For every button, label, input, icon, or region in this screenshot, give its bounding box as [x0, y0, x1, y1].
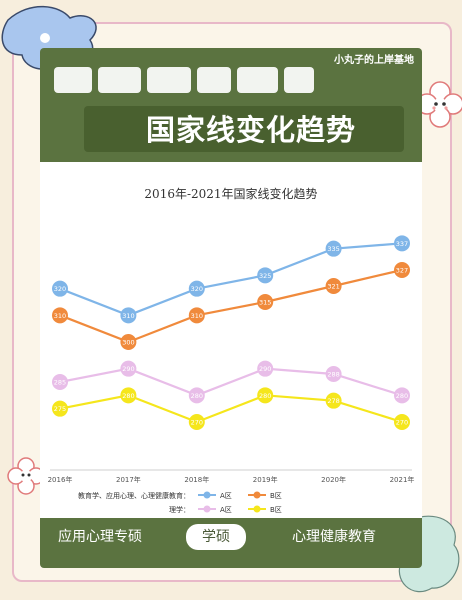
data-point — [325, 392, 342, 409]
legend-item-label: A区 — [220, 506, 232, 514]
legend-item-label: B区 — [270, 506, 282, 514]
data-point — [188, 307, 205, 324]
obscured-heading — [54, 62, 314, 98]
data-point — [394, 414, 410, 430]
series-line — [59, 242, 403, 317]
legend-group-label: 教育学、应用心理、心理健康教育： — [78, 491, 190, 500]
legend-group-label: 理学： — [169, 505, 190, 514]
data-point — [52, 307, 68, 324]
tag-bar: 应用心理专硕 学硕 心理健康教育 — [40, 522, 422, 552]
data-label: 327 — [396, 267, 408, 275]
data-point — [52, 374, 68, 390]
data-point — [257, 360, 274, 377]
tag-academic: 学硕 — [186, 524, 246, 550]
data-label: 320 — [54, 285, 66, 293]
tag-applied-psych: 应用心理专硕 — [58, 529, 142, 545]
data-label: 280 — [191, 392, 203, 400]
data-point — [120, 307, 137, 324]
data-label: 337 — [396, 240, 408, 248]
data-point — [257, 294, 274, 310]
data-point — [52, 280, 68, 297]
data-point — [394, 235, 410, 252]
data-label: 335 — [327, 245, 339, 253]
x-tick-label: 2018年 — [184, 475, 209, 484]
data-label: 280 — [259, 392, 271, 400]
data-label: 300 — [122, 339, 134, 347]
data-label: 290 — [259, 365, 271, 373]
data-point — [325, 240, 342, 257]
data-label: 285 — [54, 379, 66, 387]
data-point — [52, 400, 68, 417]
data-label: 321 — [327, 283, 339, 291]
data-point — [188, 280, 205, 297]
data-point — [188, 387, 205, 404]
data-point — [120, 387, 137, 404]
data-point — [120, 334, 137, 350]
watermark: 小丸子的上岸基地 — [334, 55, 414, 66]
legend-marker — [203, 491, 211, 499]
x-tick-label: 2021年 — [390, 475, 415, 484]
data-point — [188, 414, 205, 430]
data-label: 270 — [191, 419, 203, 427]
data-label: 280 — [122, 392, 134, 400]
series-line — [59, 268, 403, 344]
x-tick-label: 2020年 — [321, 475, 346, 484]
data-label: 325 — [259, 272, 271, 280]
data-point — [325, 366, 342, 382]
data-label: 310 — [191, 312, 203, 320]
page-title: 国家线变化趋势 — [145, 113, 356, 147]
data-point — [257, 267, 274, 284]
legend-item-label: A区 — [220, 492, 232, 500]
legend-marker — [253, 505, 261, 513]
legend-marker — [253, 491, 261, 499]
data-label: 275 — [54, 405, 66, 413]
x-tick-label: 2017年 — [116, 475, 141, 484]
title-banner — [84, 106, 404, 152]
data-label: 310 — [54, 312, 66, 320]
data-label: 288 — [327, 371, 339, 379]
chart-title: 2016年-2021年国家线变化趋势 — [144, 186, 317, 201]
data-label: 320 — [191, 285, 203, 293]
data-point — [120, 360, 137, 377]
data-label: 315 — [259, 299, 271, 307]
data-label: 280 — [396, 392, 408, 400]
legend-marker — [203, 505, 211, 513]
series-line — [59, 394, 403, 424]
data-label: 278 — [327, 397, 339, 405]
line-chart: 2016年-2021年国家线变化趋势 2016年 2017年 2018年 2019年 20… — [48, 186, 415, 514]
data-point — [394, 262, 410, 278]
data-point — [394, 387, 410, 404]
chart-panel: 2016年-2021年国家线变化趋势 2016年 2017年 2018年 2019年 20… — [40, 162, 422, 518]
x-tick-label: 2019年 — [253, 475, 278, 484]
legend-item-label: B区 — [270, 492, 282, 500]
data-point — [325, 278, 342, 294]
data-label: 290 — [122, 365, 134, 373]
data-point — [257, 387, 274, 404]
x-tick-label: 2016年 — [48, 475, 73, 484]
tag-mental-health: 心理健康教育 — [292, 529, 376, 545]
data-label: 310 — [122, 312, 134, 320]
flower-sticker — [416, 81, 462, 128]
series-line — [59, 367, 403, 397]
data-label: 270 — [396, 419, 408, 427]
